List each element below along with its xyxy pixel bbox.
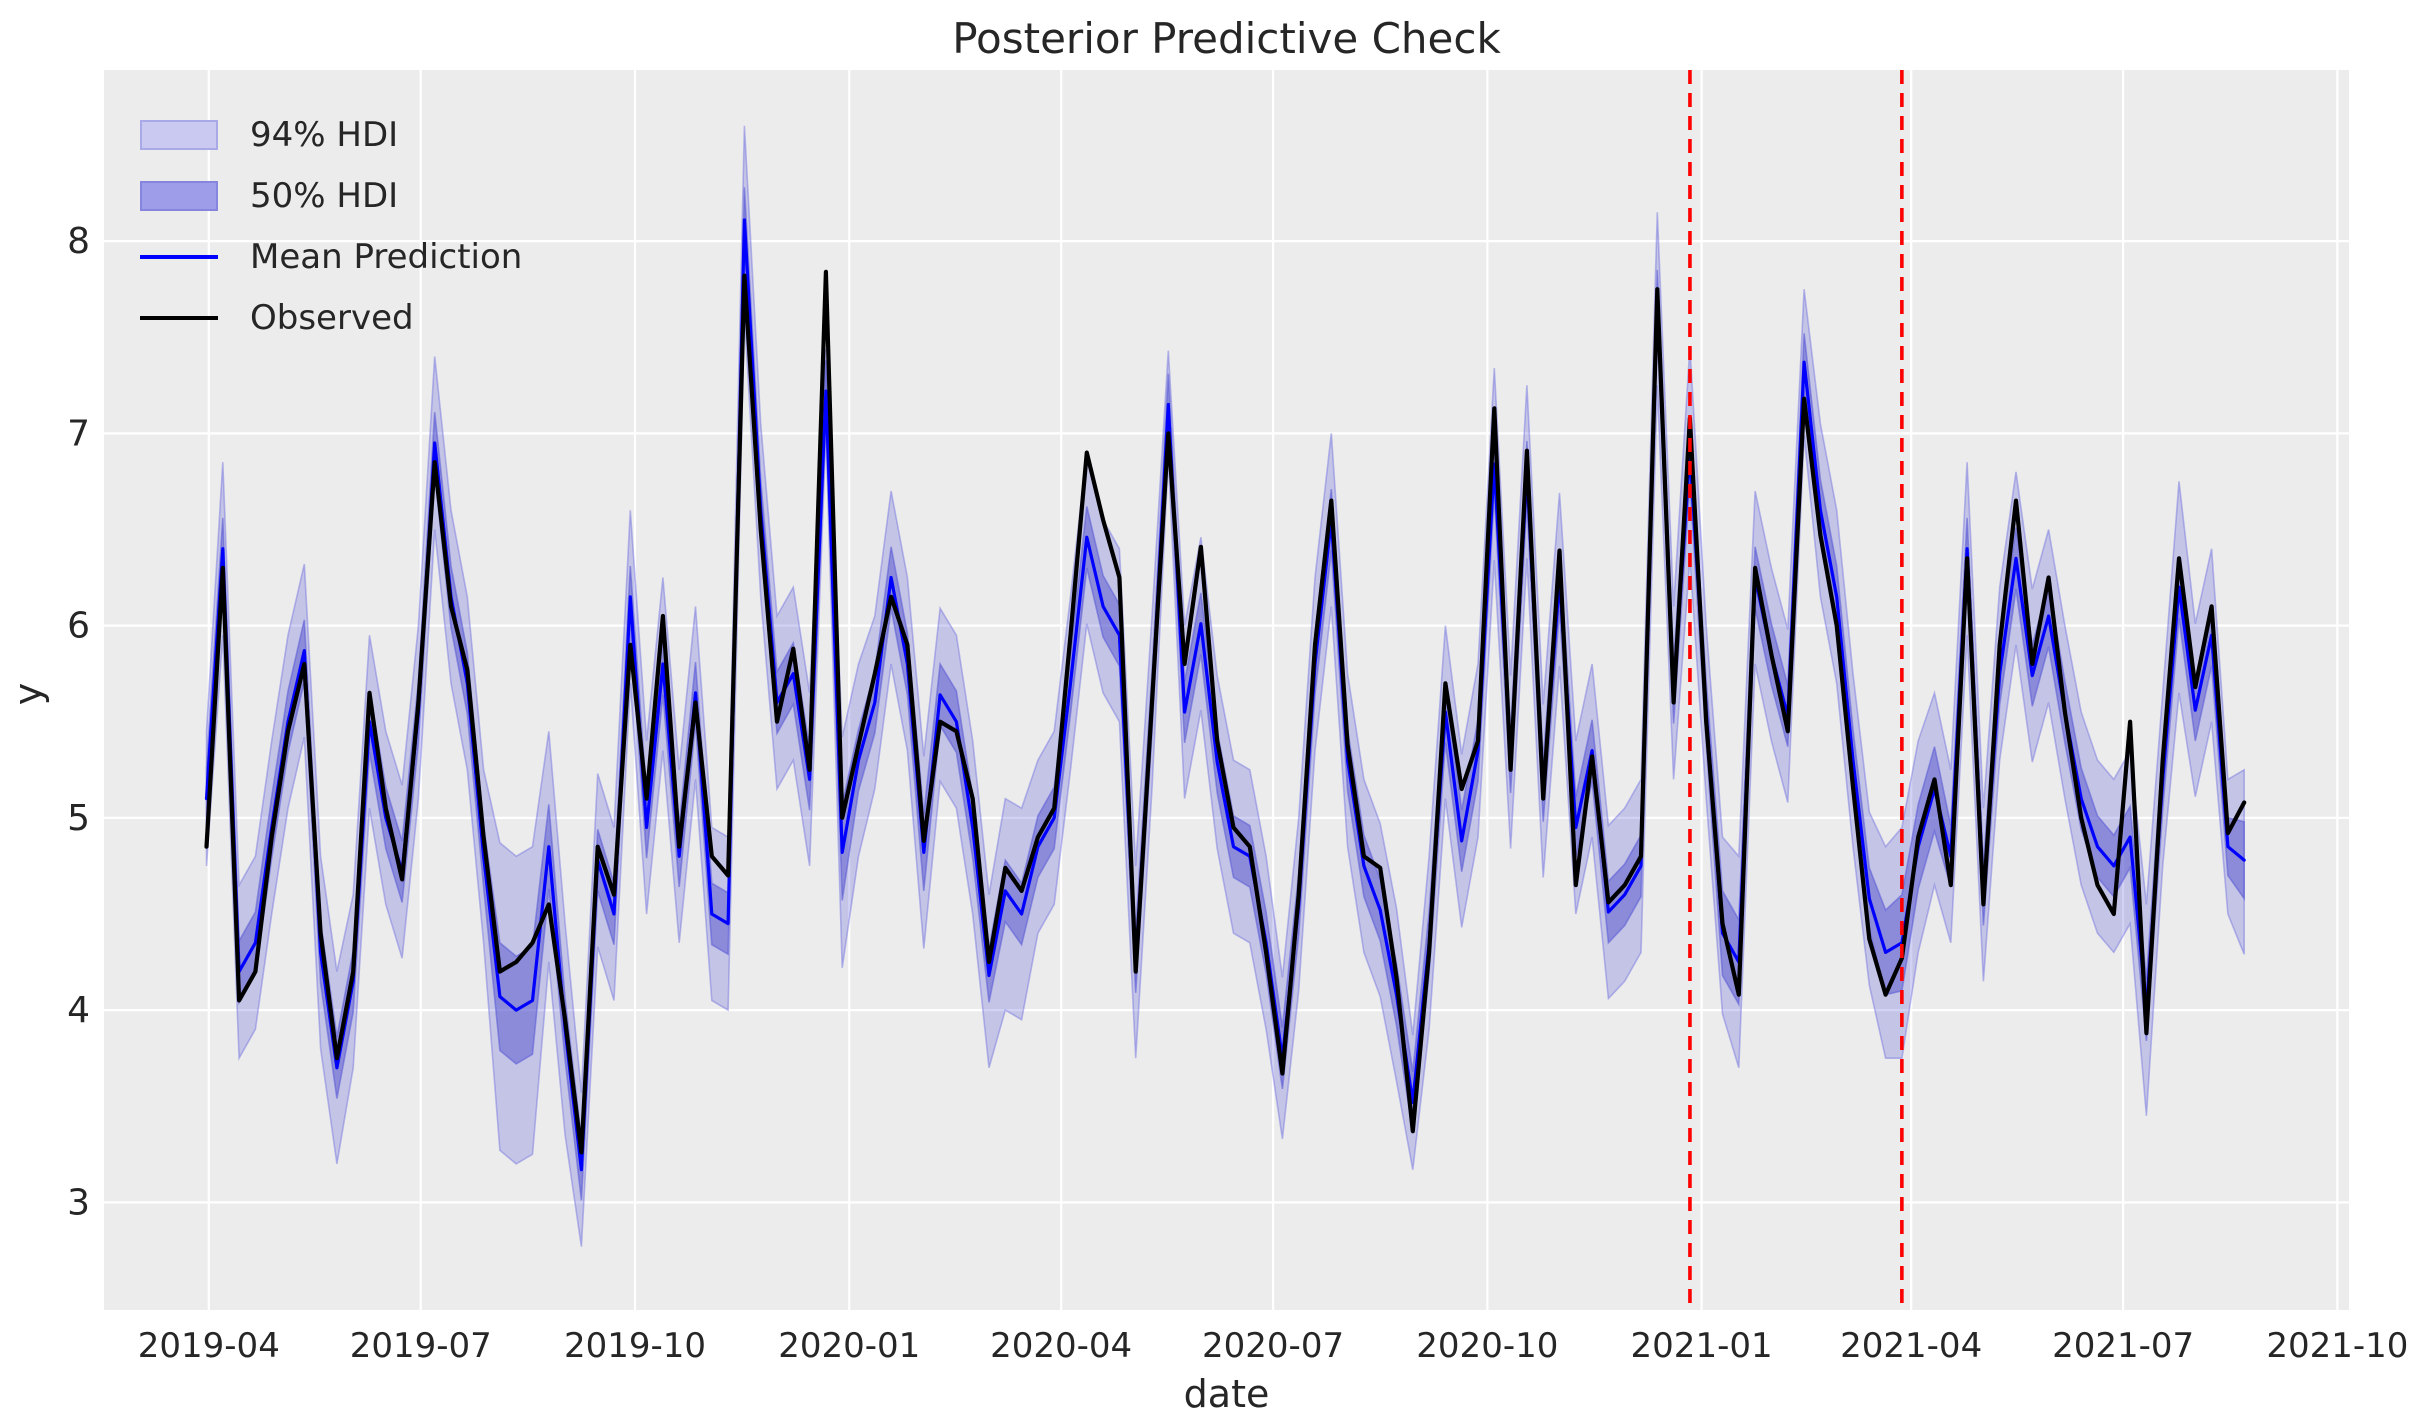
svg-text:2019-07: 2019-07 [350,1326,492,1366]
svg-text:3: 3 [67,1182,90,1223]
svg-text:6: 6 [67,606,90,647]
mean-line-icon [140,254,218,259]
svg-text:2021-01: 2021-01 [1631,1326,1773,1366]
observed-line-icon [140,315,218,320]
legend-label-50-hdi: 50% HDI [250,175,399,216]
svg-text:7: 7 [67,413,90,454]
legend-label-observed: Observed [250,297,414,338]
svg-text:2020-10: 2020-10 [1416,1326,1558,1366]
legend: 94% HDI 50% HDI Mean Prediction Observed [140,104,522,348]
svg-text:2020-04: 2020-04 [990,1326,1132,1366]
y-axis-label: y [6,682,50,706]
svg-text:2021-07: 2021-07 [2052,1326,2194,1366]
svg-text:8: 8 [67,221,90,262]
hdi94-swatch-icon [140,119,218,150]
legend-item-50-hdi: 50% HDI [140,165,522,226]
x-axis-label: date [1183,1372,1270,1416]
svg-text:2021-10: 2021-10 [2266,1326,2408,1366]
svg-text:2019-04: 2019-04 [138,1326,280,1366]
hdi50-swatch-icon [140,180,218,211]
legend-label-mean-prediction: Mean Prediction [250,236,523,277]
legend-label-94-hdi: 94% HDI [250,114,399,155]
svg-text:5: 5 [67,798,90,839]
svg-text:4: 4 [67,990,90,1031]
legend-item-mean-prediction: Mean Prediction [140,226,522,287]
svg-text:2020-01: 2020-01 [778,1326,920,1366]
legend-item-94-hdi: 94% HDI [140,104,522,165]
svg-text:2019-10: 2019-10 [564,1326,706,1366]
legend-item-observed: Observed [140,287,522,348]
svg-text:2020-07: 2020-07 [1202,1326,1344,1366]
chart-title: Posterior Predictive Check [952,14,1501,63]
svg-text:2021-04: 2021-04 [1840,1326,1982,1366]
